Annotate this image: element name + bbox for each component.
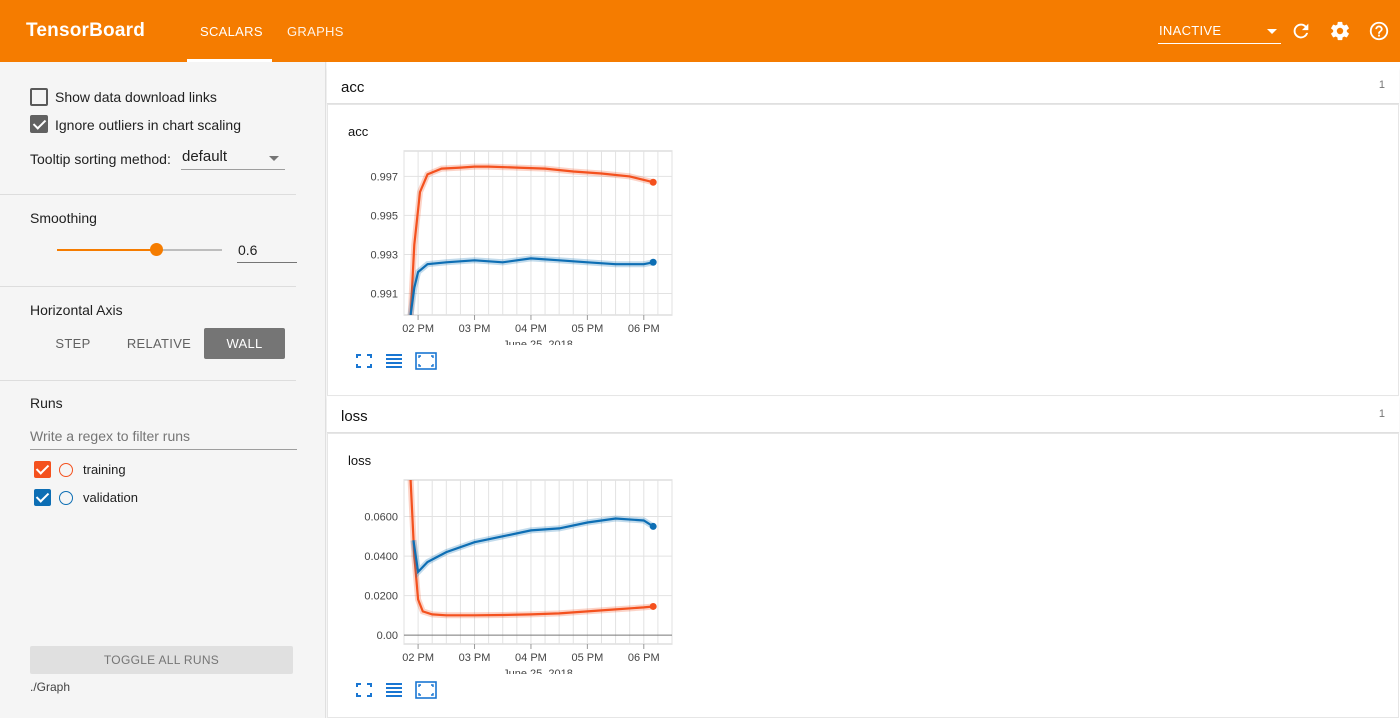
chevron-down-icon: [269, 156, 279, 161]
ignore-outliers-checkbox[interactable]: [30, 115, 48, 133]
divider: [0, 194, 296, 195]
show-download-links-checkbox[interactable]: [30, 88, 48, 106]
log-scale-icon[interactable]: [385, 353, 403, 369]
axis-step-button[interactable]: STEP: [55, 336, 91, 351]
plot-area: [403, 150, 673, 316]
series-line-training: [409, 480, 654, 617]
x-tick-label: 04 PM: [515, 652, 547, 664]
x-tick-label: 06 PM: [628, 323, 660, 335]
category-count: 1: [1378, 79, 1385, 91]
category-name: acc: [341, 79, 365, 96]
series-line-validation: [412, 517, 654, 575]
x-tick-label: 03 PM: [459, 652, 491, 664]
y-tick-label: 0.995: [370, 210, 398, 222]
fit-domain-icon[interactable]: [415, 681, 437, 699]
run-validation-checkbox[interactable]: [34, 489, 51, 506]
tooltip-sorting-value: default: [182, 148, 228, 165]
chart-title: loss: [348, 453, 372, 468]
reload-status-value: INACTIVE: [1159, 23, 1222, 38]
loss-chart[interactable]: 0.0600 0.0400 0.0200 0.00 02 PM 03 PM 04 PM 05 …: [342, 472, 682, 674]
run-training-label: training: [83, 462, 126, 477]
y-tick-label: 0.993: [370, 249, 398, 261]
x-tick-label: 03 PM: [459, 323, 491, 335]
series-line-training: [409, 165, 654, 315]
toggle-all-runs-button[interactable]: TOGGLE ALL RUNS: [30, 646, 293, 674]
series-endpoint-validation: [649, 258, 657, 266]
x-tick-label: 02 PM: [402, 652, 434, 664]
category-header-loss[interactable]: loss 1: [327, 397, 1399, 433]
acc-chart[interactable]: 0.997 0.995 0.993 0.991 02 PM 03 PM 04 PM 05 PM…: [342, 143, 682, 345]
log-directory-label: ./Graph: [30, 680, 71, 694]
dropdown-caret-icon: [1267, 29, 1277, 34]
series-endpoint-validation: [649, 522, 657, 530]
active-tab-indicator: [187, 59, 272, 62]
run-validation-label: validation: [83, 490, 138, 505]
y-tick-label: 0.0600: [364, 512, 398, 524]
horizontal-axis-label: Horizontal Axis: [30, 302, 123, 318]
x-tick-label: 05 PM: [571, 323, 603, 335]
run-filter-input[interactable]: Write a regex to filter runs: [30, 426, 297, 450]
tooltip-sorting-label: Tooltip sorting method:: [30, 151, 171, 167]
app-title: TensorBoard: [26, 20, 146, 41]
series-line-validation: [409, 257, 654, 315]
fullscreen-icon[interactable]: [355, 353, 373, 369]
smoothing-slider-knob[interactable]: [150, 243, 163, 256]
divider: [0, 380, 296, 381]
sidebar: Show data download links Ignore outliers…: [0, 62, 326, 718]
smoothing-slider-fill: [57, 249, 156, 251]
x-tick-label: 02 PM: [402, 323, 434, 335]
category-count: 1: [1378, 408, 1385, 420]
log-scale-icon[interactable]: [385, 682, 403, 698]
category-pane-acc: acc 0.997 0.995 0.993 0.991 02 PM 03 PM 04 PM 0…: [327, 104, 1399, 396]
category-pane-loss: loss 0.0600 0.0400 0.0200 0.00 02 PM 03 PM 04 …: [327, 433, 1399, 718]
y-tick-label: 0.00: [377, 630, 398, 642]
smoothing-label: Smoothing: [30, 210, 97, 226]
x-axis-label: June 25, 2018: [503, 668, 573, 674]
y-tick-label: 0.997: [370, 171, 398, 183]
x-axis-label: June 25, 2018: [503, 339, 573, 345]
ignore-outliers-label: Ignore outliers in chart scaling: [55, 117, 241, 133]
run-validation-color-icon: [59, 491, 73, 505]
y-tick-label: 0.991: [370, 289, 398, 301]
top-app-bar: TensorBoard SCALARS GRAPHS INACTIVE: [0, 0, 1400, 62]
x-tick-label: 05 PM: [571, 652, 603, 664]
x-tick-label: 06 PM: [628, 652, 660, 664]
show-download-links-label: Show data download links: [55, 89, 217, 105]
series-endpoint-training: [649, 602, 657, 610]
axis-wall-button[interactable]: WALL: [204, 328, 285, 359]
chart-title: acc: [348, 124, 369, 139]
axis-relative-button[interactable]: RELATIVE: [126, 336, 192, 351]
smoothing-input[interactable]: 0.6: [237, 239, 297, 263]
smoothing-slider[interactable]: [57, 243, 222, 256]
tab-scalars[interactable]: SCALARS: [200, 24, 263, 39]
divider: [0, 286, 296, 287]
series-endpoint-training: [649, 178, 657, 186]
x-tick-label: 04 PM: [515, 323, 547, 335]
category-header-acc[interactable]: acc 1: [327, 68, 1399, 104]
fit-domain-icon[interactable]: [415, 352, 437, 370]
fullscreen-icon[interactable]: [355, 682, 373, 698]
y-tick-label: 0.0200: [364, 591, 398, 603]
tooltip-sorting-dropdown[interactable]: default: [181, 146, 285, 170]
gear-icon[interactable]: [1329, 20, 1351, 42]
main-content: acc 1 acc 0.997 0.995 0.993 0.991 02 PM 03 PM…: [327, 62, 1400, 718]
run-training-checkbox[interactable]: [34, 461, 51, 478]
tab-graphs[interactable]: GRAPHS: [287, 24, 344, 39]
plot-area: [403, 479, 673, 645]
help-icon[interactable]: [1368, 20, 1390, 42]
y-tick-label: 0.0400: [364, 551, 398, 563]
reload-status-dropdown[interactable]: INACTIVE: [1158, 20, 1281, 44]
run-training-color-icon: [59, 463, 73, 477]
category-name: loss: [341, 408, 368, 425]
runs-label: Runs: [30, 395, 63, 411]
refresh-icon[interactable]: [1290, 20, 1312, 42]
